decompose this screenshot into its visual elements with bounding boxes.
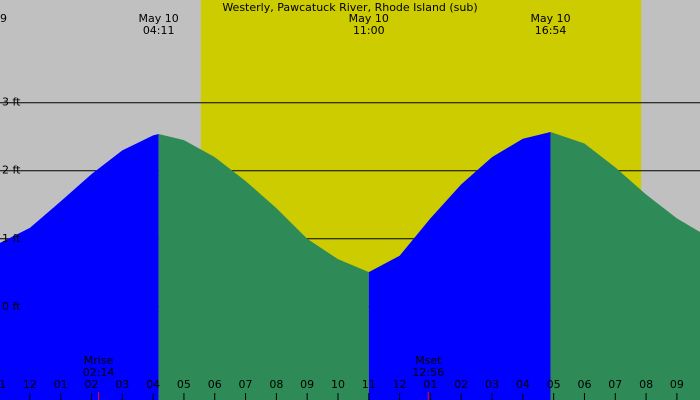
extreme-date: May 10 [530,12,570,25]
x-tick-label: 06 [577,378,591,391]
x-tick-label: 08 [269,378,283,391]
x-tick-label: 01 [54,378,68,391]
moon-label: Mset [415,354,442,367]
x-tick-label: 03 [115,378,129,391]
x-tick-label: 07 [239,378,253,391]
extreme-time: 04:11 [143,24,175,37]
x-tick-label: 12 [393,378,407,391]
moon-label: Mrise [84,354,114,367]
edge-label: 9 [0,12,7,25]
chart-title: Westerly, Pawcatuck River, Rhode Island … [222,1,477,14]
extreme-time: 16:54 [535,24,567,37]
x-tick-label: 08 [639,378,653,391]
extreme-time: 11:00 [353,24,385,37]
y-tick-label: 0 ft [2,300,21,313]
x-tick-label: 07 [608,378,622,391]
x-tick-label: 09 [670,378,684,391]
tide-area [0,134,159,400]
x-tick-label: 06 [208,378,222,391]
x-tick-label: 11 [362,378,376,391]
y-tick-label: 3 ft [2,96,21,109]
x-tick-label: 11 [0,378,6,391]
x-tick-label: 02 [454,378,468,391]
x-tick-label: 10 [331,378,345,391]
moon-time: 12:56 [412,366,444,379]
y-tick-label: 2 ft [2,164,21,177]
tide-area [550,131,700,400]
tide-area [368,131,551,400]
x-tick-label: 02 [85,378,99,391]
extreme-date: May 10 [139,12,179,25]
x-tick-label: 03 [485,378,499,391]
extreme-date: May 10 [349,12,389,25]
y-tick-label: 1 ft [2,232,21,245]
x-tick-label: 04 [146,378,160,391]
x-tick-label: 01 [423,378,437,391]
x-tick-label: 12 [23,378,37,391]
x-tick-label: 05 [177,378,191,391]
tide-area [158,134,369,400]
moon-time: 02:14 [83,366,115,379]
x-tick-label: 05 [547,378,561,391]
x-tick-label: 04 [516,378,530,391]
x-tick-label: 09 [300,378,314,391]
